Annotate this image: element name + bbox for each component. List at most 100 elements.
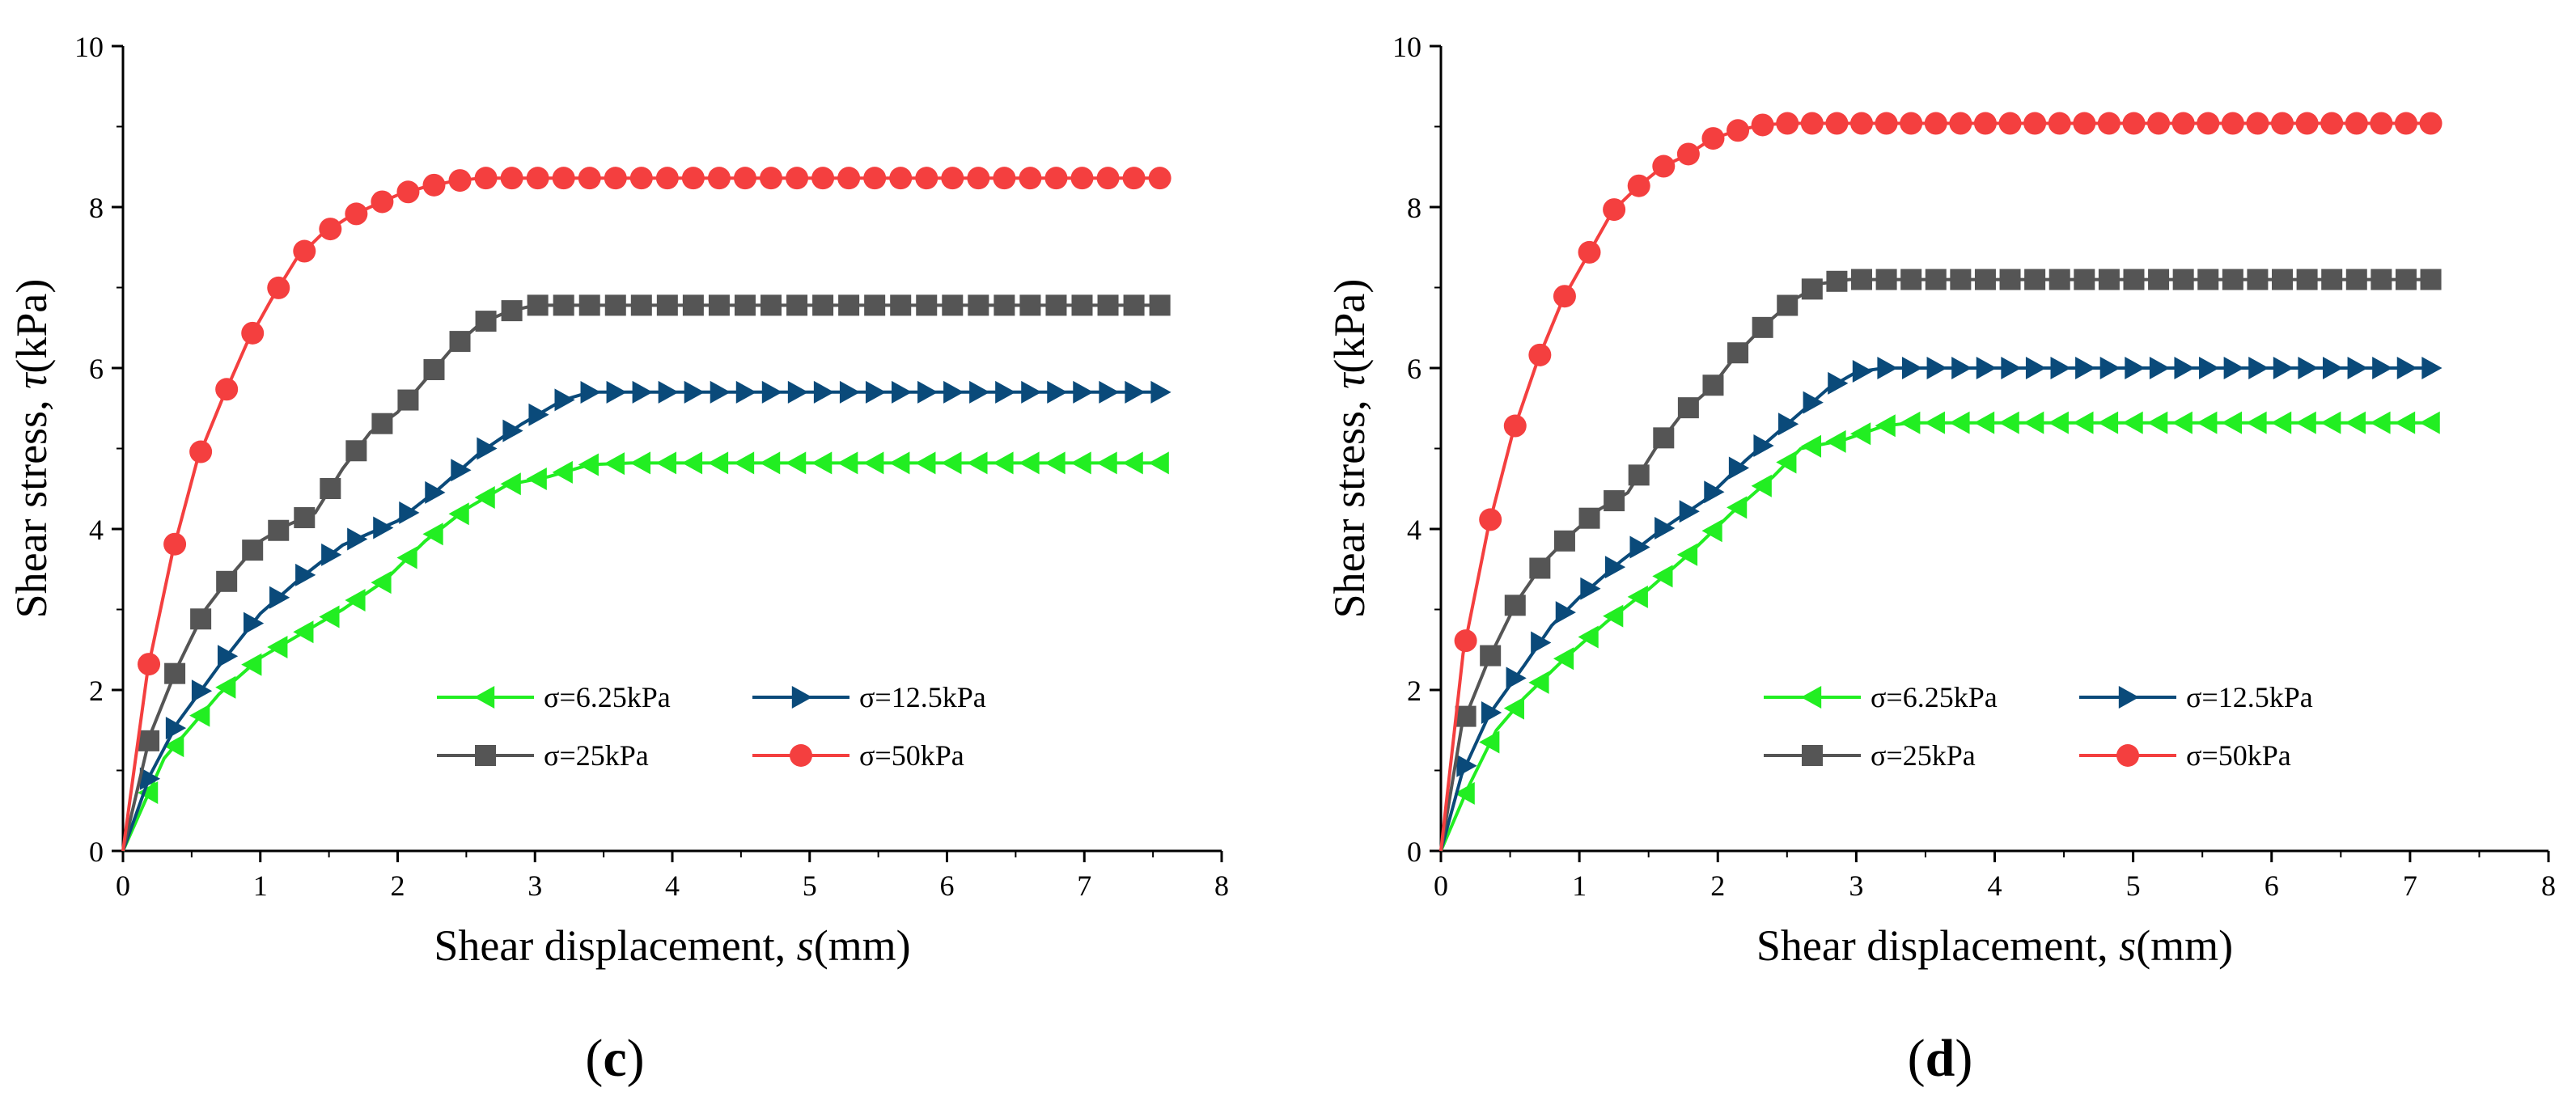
data-point <box>969 380 990 404</box>
data-point <box>553 294 574 316</box>
data-point <box>2272 269 2294 290</box>
data-point <box>371 571 392 595</box>
data-point <box>942 294 964 316</box>
data-point <box>1679 500 1700 523</box>
data-point <box>2197 269 2219 290</box>
data-point <box>1727 342 1749 364</box>
data-point <box>655 167 679 190</box>
legend-marker <box>475 745 496 766</box>
data-point <box>1503 696 1524 720</box>
data-point <box>1071 294 1093 316</box>
data-point <box>1578 507 1600 529</box>
data-point <box>244 612 265 635</box>
data-point <box>191 679 213 703</box>
x-tick-label: 2 <box>391 870 405 902</box>
x-axis-label: Shear displacement, s(mm) <box>1756 921 2233 970</box>
data-point <box>475 311 497 332</box>
data-point <box>710 380 731 404</box>
data-point <box>1481 701 1502 725</box>
data-point <box>1045 294 1067 316</box>
data-point <box>1924 411 1945 434</box>
data-point <box>1148 451 1169 475</box>
series-line <box>1439 121 2431 852</box>
data-point <box>138 730 160 751</box>
data-point <box>2345 112 2368 135</box>
data-point <box>423 358 445 380</box>
y-tick-label: 6 <box>89 353 104 385</box>
data-point <box>1776 112 1799 135</box>
data-point <box>630 294 652 316</box>
data-point <box>733 167 756 190</box>
x-tick-label: 7 <box>1077 870 1091 902</box>
data-point <box>2271 112 2294 135</box>
data-point <box>1122 451 1143 475</box>
data-point <box>294 506 316 528</box>
x-tick-label: 2 <box>1710 870 1725 902</box>
data-point <box>967 451 988 475</box>
data-point <box>892 380 913 404</box>
data-point <box>1875 112 1898 135</box>
data-point <box>1826 270 1848 292</box>
data-point <box>629 167 653 190</box>
data-point <box>554 388 575 412</box>
data-point <box>1727 496 1748 519</box>
x-tick-label: 8 <box>1214 870 1229 902</box>
data-point <box>500 167 523 190</box>
data-point <box>396 546 417 569</box>
x-axis-label: Shear displacement, s(mm) <box>434 921 910 970</box>
data-point <box>345 202 368 226</box>
y-tick-label: 0 <box>89 836 104 868</box>
data-point <box>216 570 238 592</box>
data-point <box>787 380 809 404</box>
data-point <box>1973 112 1997 135</box>
data-point <box>267 636 288 659</box>
data-point <box>1454 781 1475 805</box>
data-point <box>1877 357 1898 379</box>
data-point <box>293 620 314 644</box>
data-point <box>1677 397 1699 419</box>
data-point <box>2247 269 2269 290</box>
data-point <box>526 467 547 490</box>
data-point <box>1628 464 1650 486</box>
data-point <box>2370 411 2391 434</box>
x-tick-label: 6 <box>940 870 955 902</box>
data-point <box>1850 112 1874 135</box>
y-tick-label: 6 <box>1407 353 1421 385</box>
data-point <box>1528 343 1552 366</box>
data-point <box>1603 604 1624 628</box>
series-1 <box>121 380 1171 852</box>
data-point <box>1044 451 1066 475</box>
data-point <box>1850 422 1871 446</box>
data-point <box>629 451 651 475</box>
data-point <box>2295 112 2319 135</box>
data-point <box>2419 112 2443 135</box>
y-tick-label: 2 <box>1407 675 1421 707</box>
data-point <box>786 167 809 190</box>
data-point <box>190 608 212 630</box>
data-point <box>1553 285 1576 308</box>
x-tick-label: 0 <box>1434 870 1448 902</box>
data-point <box>993 167 1016 190</box>
data-point <box>1701 127 1725 150</box>
data-point <box>2370 112 2393 135</box>
data-point <box>1998 411 2019 434</box>
data-point <box>1654 516 1676 540</box>
data-point <box>2025 357 2047 379</box>
data-point <box>681 167 705 190</box>
data-point <box>2024 269 2046 290</box>
panel-label: (c) <box>585 1029 644 1088</box>
data-point <box>2371 269 2392 290</box>
data-point <box>1828 371 1849 395</box>
chart-panel-d: 0 1 2 3 4 5 6 7 8 0 2 4 6 8 10 Shear displacement, s(mm… <box>1325 31 2556 1088</box>
legend-marker <box>2116 744 2139 767</box>
data-point <box>838 294 860 316</box>
legend: σ=6.25kPa σ=12.5kPa σ=25kPa σ=50kPa <box>437 681 986 772</box>
series-3 <box>121 167 1171 852</box>
data-point <box>761 294 782 316</box>
data-point <box>1925 269 1947 290</box>
data-point <box>1976 357 1997 379</box>
data-point <box>2197 112 2220 135</box>
data-point <box>889 167 913 190</box>
data-point <box>1480 645 1502 667</box>
y-axis-label: Shear stress, τ(kPa) <box>1325 279 1374 619</box>
